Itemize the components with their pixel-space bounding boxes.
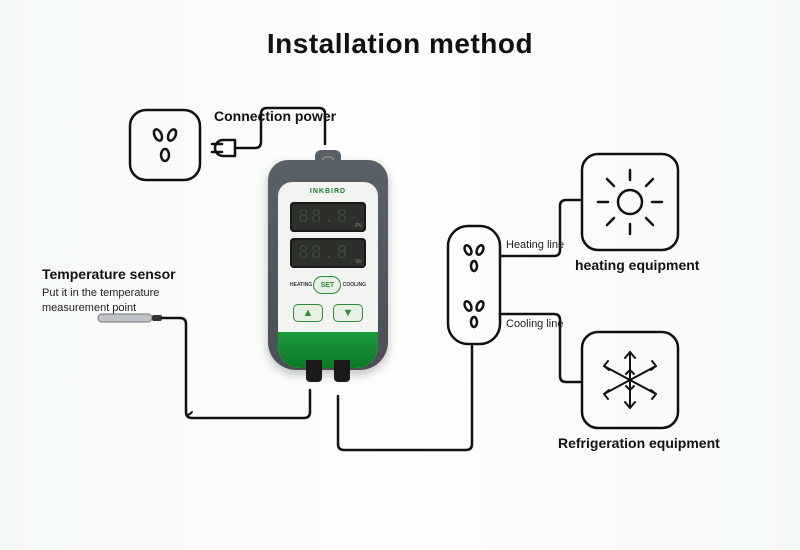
heating-equipment-label: heating equipment [575, 257, 699, 273]
refrigeration-equipment-label: Refrigeration equipment [558, 435, 720, 451]
lcd-top: 88.8 PV [290, 202, 366, 232]
cooling-indicator-label: COOLING [343, 282, 366, 288]
temp-sensor-sublabel: Put it in the temperature measurement po… [42, 286, 192, 316]
lcd-top-digits: 88.8 [298, 206, 349, 227]
device-cable-2 [334, 360, 350, 382]
lcd-top-tag: PV [355, 223, 362, 229]
connection-power-label: Connection power [214, 108, 336, 124]
lcd-bottom: 88.8 SV [290, 238, 366, 268]
device-cable-1 [306, 360, 322, 382]
set-button: SET [313, 276, 341, 294]
device-brand: INKBIRD [278, 188, 378, 195]
down-button: ▼ [333, 304, 363, 322]
plug-icon [212, 140, 235, 156]
controller-device: INKBIRD 88.8 PV 88.8 SV HEATING SET COOL… [268, 150, 388, 390]
snowflake-icon [604, 352, 656, 408]
wire-sensor [162, 318, 192, 415]
power-outlet-box [130, 110, 200, 180]
dual-outlet-cooling-icon [463, 300, 485, 327]
device-body: INKBIRD 88.8 PV 88.8 SV HEATING SET COOL… [268, 160, 388, 370]
lcd-bottom-digits: 88.8 [298, 242, 349, 263]
sun-icon [598, 170, 662, 234]
temp-sensor-label: Temperature sensor [42, 266, 176, 282]
lcd-bottom-tag: SV [355, 259, 362, 265]
heating-indicator-label: HEATING [290, 282, 312, 288]
outlet-icon [152, 128, 177, 161]
heating-box [582, 154, 678, 250]
cooling-line-label: Cooling line [506, 318, 563, 330]
device-row-1: HEATING SET COOLING [290, 276, 366, 294]
device-green-base [278, 332, 378, 368]
device-row-2: ▲ ▼ [290, 304, 366, 322]
heating-line-label: Heating line [506, 239, 564, 251]
device-face: INKBIRD 88.8 PV 88.8 SV HEATING SET COOL… [278, 182, 378, 368]
dual-outlet-heating-icon [463, 244, 485, 271]
up-button: ▲ [293, 304, 323, 322]
